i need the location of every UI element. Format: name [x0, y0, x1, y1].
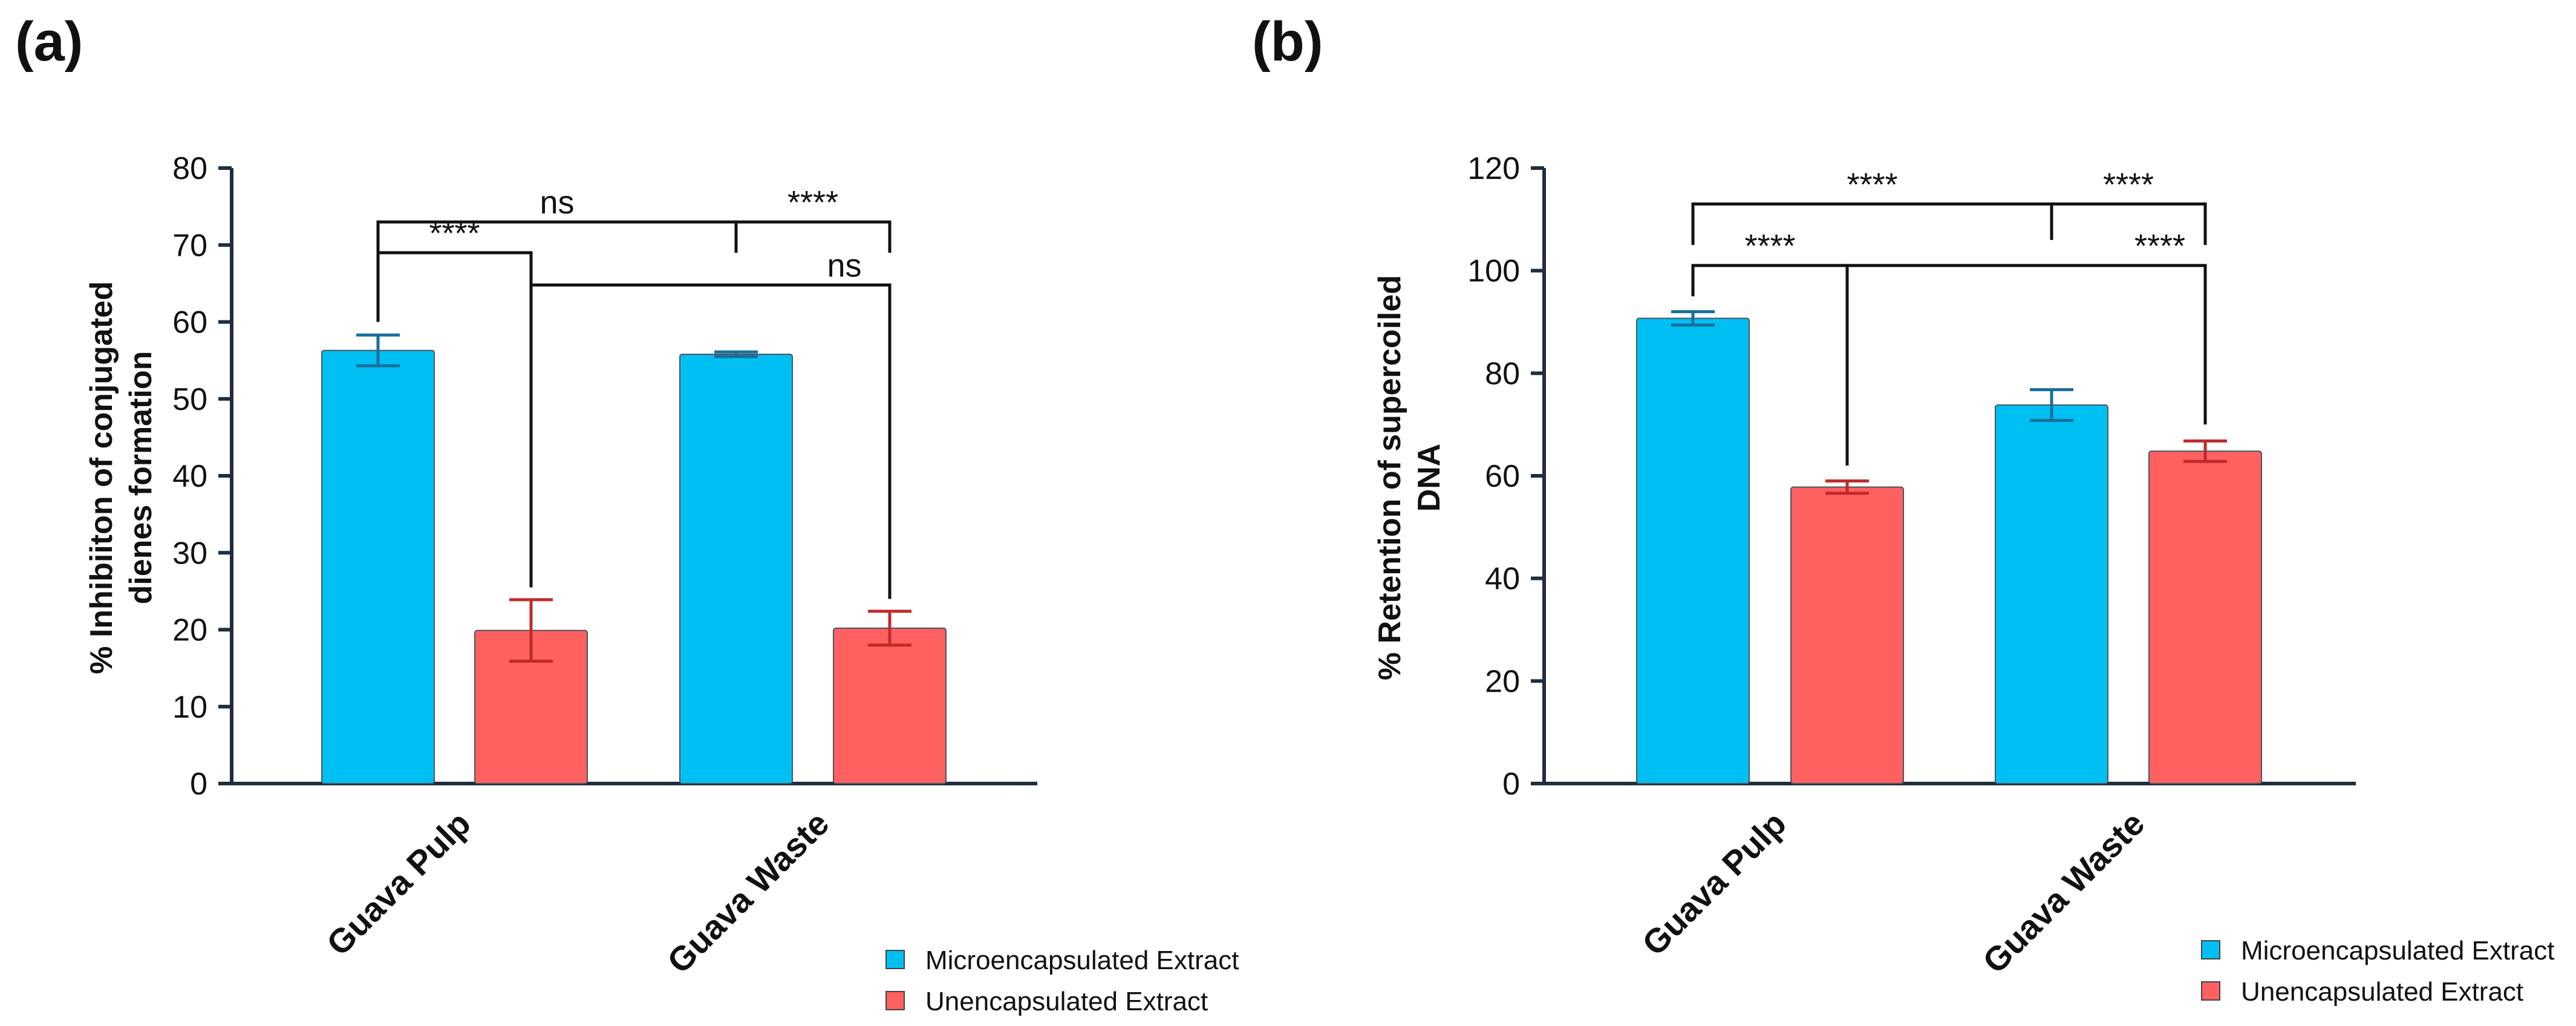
panel-b-ytick-label: 20: [1485, 664, 1520, 699]
panel-b-bar: [2148, 450, 2262, 784]
panel-b-ylabel-line2: DNA: [1412, 444, 1447, 512]
panel-a-category-label: Guava Pulp: [319, 804, 478, 963]
panel-b-label: (b): [1252, 11, 1323, 73]
panel-b-significance-label: ****: [2134, 228, 2185, 264]
panel-b-ytick-label: 100: [1467, 254, 1520, 289]
panel-a-significance-bracket: [376, 251, 533, 322]
panel-a-legend-swatch-unenc: [885, 991, 905, 1010]
panel-a-ytick-label: 70: [172, 228, 207, 263]
panel-b: (b) % Retention of supercoiled DNA 0 20 40…: [1252, 11, 2554, 1007]
panel-b-plot: 0 20 40 60 80 100 120 Guava Pulp Guava Waste ****…: [1467, 151, 2356, 981]
panel-b-ylabel-line1: % Retention of supercoiled: [1372, 275, 1407, 680]
panel-a: (a) % Inhibiiton of conjugated dienes fo…: [15, 11, 1239, 1016]
panel-b-y-axis-label: % Retention of supercoiled DNA: [1372, 275, 1447, 680]
panel-a-ytick-label: 20: [172, 613, 207, 648]
panel-b-significance-label: ****: [1744, 228, 1795, 264]
panel-b-legend-swatch-unenc: [2201, 981, 2220, 1001]
panel-b-ytick-label: 40: [1485, 562, 1520, 597]
panel-b-significance-label: ****: [2103, 166, 2154, 203]
panel-b-category-label: Guava Waste: [1975, 804, 2152, 981]
panel-a-ytick-label: 50: [172, 382, 207, 417]
panel-a-legend-swatch-micro: [885, 950, 905, 969]
panel-b-legend-swatch-micro: [2201, 940, 2220, 959]
panel-a-ytick-label: 80: [172, 151, 207, 186]
panel-a-significance-label: ****: [787, 184, 838, 221]
panel-a-significance-bracket: [529, 283, 892, 599]
panel-a-bar: [321, 349, 435, 784]
panel-b-bar: [1636, 317, 1750, 784]
panel-a-bar: [679, 353, 793, 784]
panel-b-significance-bracket: [1845, 264, 2207, 466]
panel-b-bar: [1995, 404, 2108, 784]
panel-b-ytick-label: 80: [1485, 356, 1520, 391]
panel-a-ylabel-line2: dienes formation: [123, 351, 158, 605]
panel-a-significance-bracket: [734, 220, 892, 253]
panel-b-category-label: Guava Pulp: [1635, 804, 1793, 963]
panel-a-ytick-label: 30: [172, 536, 207, 571]
panel-a-legend-micro: Microencapsulated Extract: [925, 946, 1239, 975]
panel-b-legend-micro: Microencapsulated Extract: [2241, 936, 2554, 966]
panel-b-significance-bracket: [2050, 202, 2207, 245]
panel-a-plot: 0 10 20 30 40 50 60 70 80 Guava Pulp Guava Waste **…: [172, 151, 1037, 981]
panel-a-ytick-label: 0: [190, 767, 207, 802]
panel-b-ytick-label: 120: [1467, 151, 1520, 186]
panel-a-ytick-label: 40: [172, 459, 207, 494]
panel-b-legend-unenc: Unencapsulated Extract: [2241, 977, 2523, 1007]
panel-a-category-label: Guava Waste: [660, 804, 836, 981]
panel-a-significance-label: ns: [827, 247, 861, 284]
panel-b-ytick-label: 0: [1502, 767, 1520, 802]
panel-a-legend-unenc: Unencapsulated Extract: [925, 987, 1208, 1016]
panel-a-legend: Microencapsulated Extract Unencapsulated…: [885, 946, 1239, 1016]
panel-a-ylabel-line1: % Inhibiiton of conjugated: [84, 281, 119, 674]
panel-a-bar: [833, 627, 947, 784]
panel-a-label: (a): [15, 11, 83, 73]
panel-a-y-axis-label: % Inhibiiton of conjugated dienes format…: [84, 281, 158, 674]
panel-a-ytick-label: 10: [172, 690, 207, 725]
panel-b-ytick-label: 60: [1485, 459, 1520, 494]
panel-b-legend: Microencapsulated Extract Unencapsulated…: [2201, 936, 2554, 1007]
panel-a-significance-label: ns: [540, 184, 574, 221]
panel-b-bar: [1790, 486, 1904, 784]
panel-a-ytick-label: 60: [172, 305, 207, 340]
panel-b-significance-label: ****: [1847, 166, 1897, 203]
